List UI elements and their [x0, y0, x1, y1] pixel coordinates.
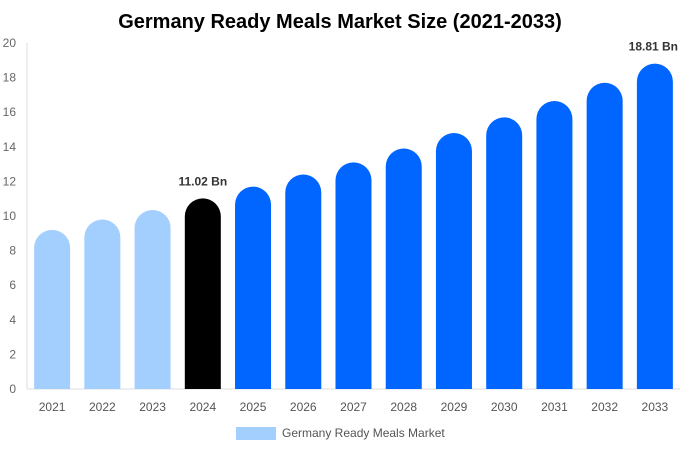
x-tick-label: 2030: [491, 400, 518, 414]
bar-2022: [84, 219, 121, 389]
bar-2021: [34, 229, 71, 389]
x-tick-label: 2026: [290, 400, 317, 414]
x-tick-label: 2021: [39, 400, 66, 414]
bar-2024: [184, 198, 221, 389]
legend-label: Germany Ready Meals Market: [282, 426, 445, 440]
bar-2029: [435, 132, 472, 389]
legend: Germany Ready Meals Market: [236, 426, 445, 440]
y-tick-label: 2: [9, 347, 16, 361]
y-tick-label: 6: [9, 278, 16, 292]
y-tick-label: 16: [3, 105, 17, 119]
x-tick-label: 2032: [591, 400, 618, 414]
y-tick-label: 4: [9, 313, 16, 327]
chart-title: Germany Ready Meals Market Size (2021-20…: [118, 11, 562, 33]
bar-2031: [536, 100, 573, 389]
x-tick-label: 2027: [340, 400, 367, 414]
data-label: 18.81 Bn: [629, 40, 678, 54]
legend-swatch: [236, 427, 276, 440]
x-tick-label: 2033: [642, 400, 669, 414]
y-tick-label: 0: [9, 382, 16, 396]
y-tick-label: 12: [3, 174, 17, 188]
y-tick-label: 18: [3, 71, 17, 85]
bar-2023: [134, 209, 171, 389]
x-tick-label: 2029: [441, 400, 468, 414]
y-tick-label: 20: [3, 36, 17, 50]
x-tick-label: 2025: [240, 400, 267, 414]
bar-2026: [285, 174, 322, 389]
x-tick-label: 2028: [390, 400, 417, 414]
bar-2033: [636, 63, 673, 389]
y-tick-label: 8: [9, 244, 16, 258]
y-tick-label: 14: [3, 140, 17, 154]
x-tick-label: 2024: [189, 400, 216, 414]
x-tick-label: 2023: [139, 400, 166, 414]
bar-2032: [586, 82, 623, 389]
bar-2030: [486, 117, 523, 389]
bar-2025: [235, 186, 272, 389]
bar-2028: [385, 148, 422, 389]
y-tick-label: 10: [3, 209, 17, 223]
bar-2027: [335, 162, 372, 389]
x-tick-label: 2022: [89, 400, 116, 414]
x-tick-label: 2031: [541, 400, 568, 414]
data-label: 11.02 Bn: [178, 174, 227, 188]
